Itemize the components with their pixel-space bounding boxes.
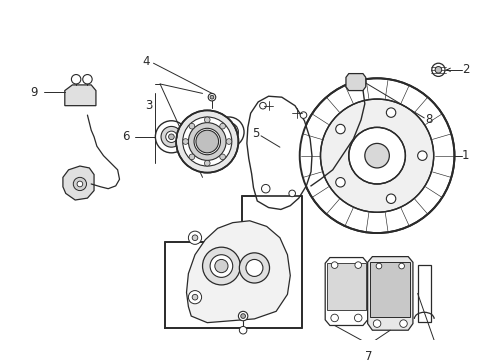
- Circle shape: [77, 181, 83, 187]
- Circle shape: [208, 93, 216, 101]
- Circle shape: [192, 235, 198, 240]
- Circle shape: [260, 102, 266, 109]
- Circle shape: [239, 253, 270, 283]
- Text: 4: 4: [142, 55, 149, 68]
- Circle shape: [399, 263, 404, 269]
- Circle shape: [183, 116, 219, 152]
- Circle shape: [169, 134, 174, 140]
- Circle shape: [336, 177, 345, 187]
- Circle shape: [386, 108, 396, 117]
- Circle shape: [373, 320, 381, 327]
- Text: 3: 3: [145, 99, 152, 112]
- Polygon shape: [187, 221, 290, 323]
- Circle shape: [220, 154, 225, 160]
- Text: 7: 7: [366, 350, 373, 360]
- Circle shape: [239, 311, 248, 321]
- Polygon shape: [65, 85, 96, 106]
- Circle shape: [194, 128, 221, 155]
- Circle shape: [155, 121, 188, 153]
- Circle shape: [289, 190, 295, 197]
- Text: 1: 1: [462, 149, 469, 162]
- Polygon shape: [165, 196, 302, 328]
- Text: 2: 2: [462, 63, 469, 76]
- Circle shape: [400, 320, 407, 327]
- Circle shape: [365, 143, 390, 168]
- Bar: [327, 263, 366, 310]
- Circle shape: [210, 255, 233, 277]
- Circle shape: [331, 262, 338, 269]
- Circle shape: [331, 314, 339, 322]
- Circle shape: [189, 154, 195, 160]
- Circle shape: [226, 139, 232, 144]
- Circle shape: [183, 139, 188, 144]
- Bar: [370, 262, 410, 317]
- Circle shape: [354, 314, 362, 322]
- Circle shape: [239, 327, 247, 334]
- Circle shape: [320, 99, 434, 212]
- Text: 6: 6: [122, 130, 130, 143]
- Circle shape: [215, 260, 228, 273]
- Circle shape: [74, 177, 87, 190]
- Circle shape: [188, 122, 213, 146]
- Circle shape: [220, 123, 225, 129]
- Circle shape: [192, 294, 198, 300]
- Polygon shape: [63, 166, 94, 200]
- Polygon shape: [417, 265, 431, 322]
- Circle shape: [176, 111, 239, 173]
- Circle shape: [417, 151, 427, 161]
- Circle shape: [202, 247, 240, 285]
- Circle shape: [166, 131, 177, 143]
- Circle shape: [204, 161, 210, 166]
- Circle shape: [204, 117, 210, 123]
- Circle shape: [241, 314, 245, 318]
- Circle shape: [355, 262, 362, 269]
- Circle shape: [83, 75, 92, 84]
- Circle shape: [376, 263, 382, 269]
- Circle shape: [300, 78, 454, 233]
- Polygon shape: [368, 257, 413, 330]
- Circle shape: [262, 184, 270, 193]
- Circle shape: [188, 231, 201, 244]
- Circle shape: [188, 123, 226, 161]
- Text: 9: 9: [30, 86, 37, 99]
- Circle shape: [435, 67, 441, 73]
- Circle shape: [349, 127, 405, 184]
- Circle shape: [336, 124, 345, 134]
- Circle shape: [188, 291, 201, 304]
- Polygon shape: [325, 257, 368, 325]
- Circle shape: [196, 130, 219, 153]
- Circle shape: [220, 123, 239, 141]
- Circle shape: [432, 63, 445, 76]
- Circle shape: [72, 75, 81, 84]
- Circle shape: [183, 117, 232, 166]
- Circle shape: [214, 117, 244, 147]
- Circle shape: [386, 194, 396, 203]
- Circle shape: [300, 112, 307, 118]
- Polygon shape: [247, 96, 312, 210]
- Circle shape: [210, 95, 214, 99]
- Circle shape: [246, 260, 263, 276]
- Text: 8: 8: [425, 113, 433, 126]
- Text: 5: 5: [252, 127, 259, 140]
- Polygon shape: [346, 73, 366, 91]
- Circle shape: [161, 126, 182, 147]
- Circle shape: [193, 126, 208, 141]
- Circle shape: [189, 123, 195, 129]
